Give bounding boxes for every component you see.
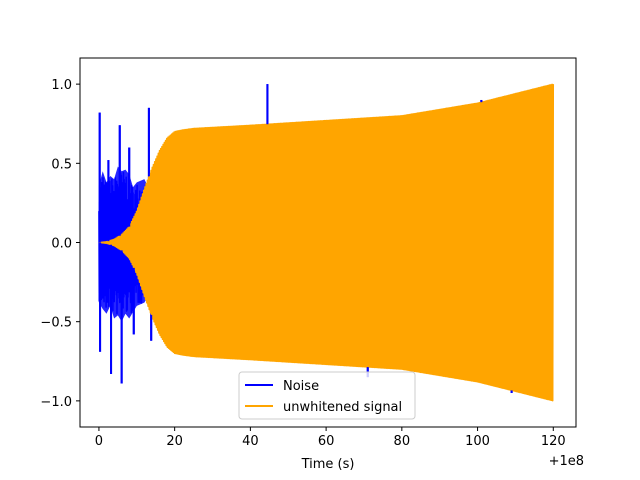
y-tick-label: 1.0 (51, 78, 72, 93)
x-tick-label: 100 (465, 434, 490, 449)
x-tick-label: 120 (541, 434, 566, 449)
x-tick-label: 20 (166, 434, 183, 449)
x-tick-label: 60 (318, 434, 335, 449)
y-tick-label: 0.5 (51, 157, 72, 172)
y-tick-label: 0.0 (51, 237, 72, 252)
x-axis-label: Time (s) (301, 457, 355, 472)
noise-spikes-top (98, 84, 513, 393)
x-tick-label: 40 (242, 434, 259, 449)
x-tick-label: 80 (394, 434, 411, 449)
legend-label: unwhitened signal (283, 400, 402, 415)
x-tick-label: 0 (95, 434, 103, 449)
y-tick-label: −0.5 (40, 316, 72, 331)
legend-box (238, 371, 416, 420)
legend: Noise unwhitened signal (238, 371, 416, 420)
y-tick-label: −1.0 (40, 395, 72, 410)
series-layer (98, 83, 555, 402)
x-axis: 0 20 40 60 80 100 120 (95, 427, 566, 449)
x-axis-offset-label: +1e8 (549, 454, 584, 469)
series-unwhitened-signal (98, 83, 555, 402)
series-band (98, 84, 554, 401)
legend-label: Noise (283, 379, 319, 394)
y-axis: −1.0 −0.5 0.0 0.5 1.0 (40, 78, 80, 410)
